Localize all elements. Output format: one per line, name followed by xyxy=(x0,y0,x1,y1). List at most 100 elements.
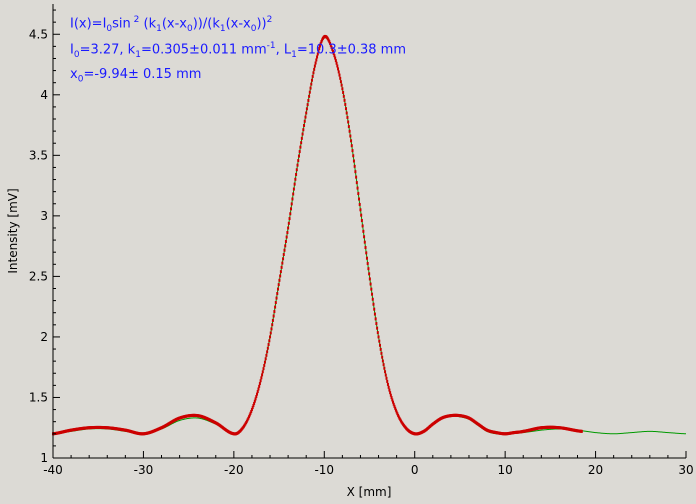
data-point xyxy=(355,181,358,185)
data-point xyxy=(286,231,289,235)
data-point xyxy=(580,429,583,433)
data-point xyxy=(248,415,251,419)
data-point xyxy=(309,86,312,90)
data-point xyxy=(349,134,352,138)
data-point xyxy=(376,326,379,330)
data-point xyxy=(371,292,374,296)
data-point xyxy=(343,98,346,102)
data-point xyxy=(261,373,264,377)
data-point xyxy=(305,111,308,115)
data-point xyxy=(347,120,350,124)
data-point xyxy=(291,197,294,201)
data-point xyxy=(329,43,332,47)
data-point xyxy=(277,283,280,287)
data-point xyxy=(363,240,366,244)
y-tick-label: 4 xyxy=(40,88,48,102)
data-point xyxy=(329,41,332,45)
data-point xyxy=(352,159,355,163)
data-point xyxy=(295,168,298,172)
data-point xyxy=(358,202,361,206)
data-point xyxy=(337,67,340,71)
data-point xyxy=(337,70,340,74)
data-point xyxy=(263,360,266,364)
data-point xyxy=(389,391,392,395)
data-point xyxy=(257,387,260,391)
data-point xyxy=(392,400,395,404)
data-point xyxy=(348,129,351,133)
data-point xyxy=(346,115,349,119)
data-point xyxy=(390,396,393,400)
data-point xyxy=(297,159,300,163)
data-point xyxy=(397,413,400,417)
annotation-center: x0=-9.94± 0.15 mm xyxy=(70,67,202,85)
data-point xyxy=(385,376,388,380)
data-point xyxy=(300,136,303,140)
data-point xyxy=(383,366,386,370)
data-point xyxy=(350,139,353,143)
chart-marks xyxy=(52,34,687,436)
data-point xyxy=(376,331,379,335)
x-tick-label: 0 xyxy=(411,463,419,477)
data-point xyxy=(270,327,273,331)
data-point xyxy=(283,248,286,252)
data-point xyxy=(256,390,259,394)
data-point xyxy=(258,384,261,388)
x-tick-label: 30 xyxy=(678,463,693,477)
data-point xyxy=(252,404,255,408)
y-axis-title: Intensity [mV] xyxy=(6,188,20,273)
data-point xyxy=(316,55,319,59)
data-point xyxy=(251,406,254,410)
data-point xyxy=(366,261,369,265)
x-tick-label: 10 xyxy=(498,463,513,477)
data-point xyxy=(250,409,253,413)
data-point xyxy=(248,413,251,417)
data-point xyxy=(290,207,293,211)
data-point xyxy=(279,274,282,278)
data-point xyxy=(394,408,397,412)
data-point xyxy=(360,219,363,223)
data-point xyxy=(316,52,319,56)
data-point xyxy=(319,42,322,46)
data-point xyxy=(340,83,343,87)
data-point xyxy=(266,350,269,354)
data-point xyxy=(393,404,396,408)
data-point xyxy=(260,376,263,380)
data-point xyxy=(369,282,372,286)
data-point xyxy=(378,339,381,343)
chart-axes: -40 -30 -20 -10 0 10 20 30 1 1.5 2 2.5 3 3.5 4 4.5 X [mm… xyxy=(6,4,694,499)
data-point xyxy=(294,177,297,181)
data-point xyxy=(280,265,283,269)
x-tick-label: -10 xyxy=(314,463,334,477)
data-point xyxy=(290,202,293,206)
data-point xyxy=(396,412,399,416)
y-tick-label: 3 xyxy=(40,209,48,223)
data-point xyxy=(275,296,278,300)
y-tick-label: 2.5 xyxy=(29,269,48,283)
data-point xyxy=(339,80,342,84)
data-point xyxy=(318,47,321,50)
data-point xyxy=(389,393,392,397)
data-point xyxy=(293,182,296,186)
data-point xyxy=(311,74,314,78)
data-point xyxy=(364,246,367,250)
data-point xyxy=(318,44,321,48)
data-point xyxy=(274,305,277,309)
data-point xyxy=(314,61,317,65)
data-point xyxy=(384,373,387,377)
data-point xyxy=(271,323,274,327)
data-point xyxy=(381,359,384,363)
y-tick-label: 2 xyxy=(40,330,48,344)
data-point xyxy=(310,78,313,82)
data-point xyxy=(367,267,370,271)
data-point xyxy=(317,49,320,53)
data-point xyxy=(370,287,373,291)
data-point xyxy=(305,107,308,111)
x-tick-label: -40 xyxy=(43,463,63,477)
data-point xyxy=(391,398,394,402)
data-point xyxy=(345,111,348,115)
data-point xyxy=(352,154,355,158)
data-point xyxy=(285,235,288,239)
data-point xyxy=(342,90,345,94)
data-point xyxy=(292,192,295,196)
